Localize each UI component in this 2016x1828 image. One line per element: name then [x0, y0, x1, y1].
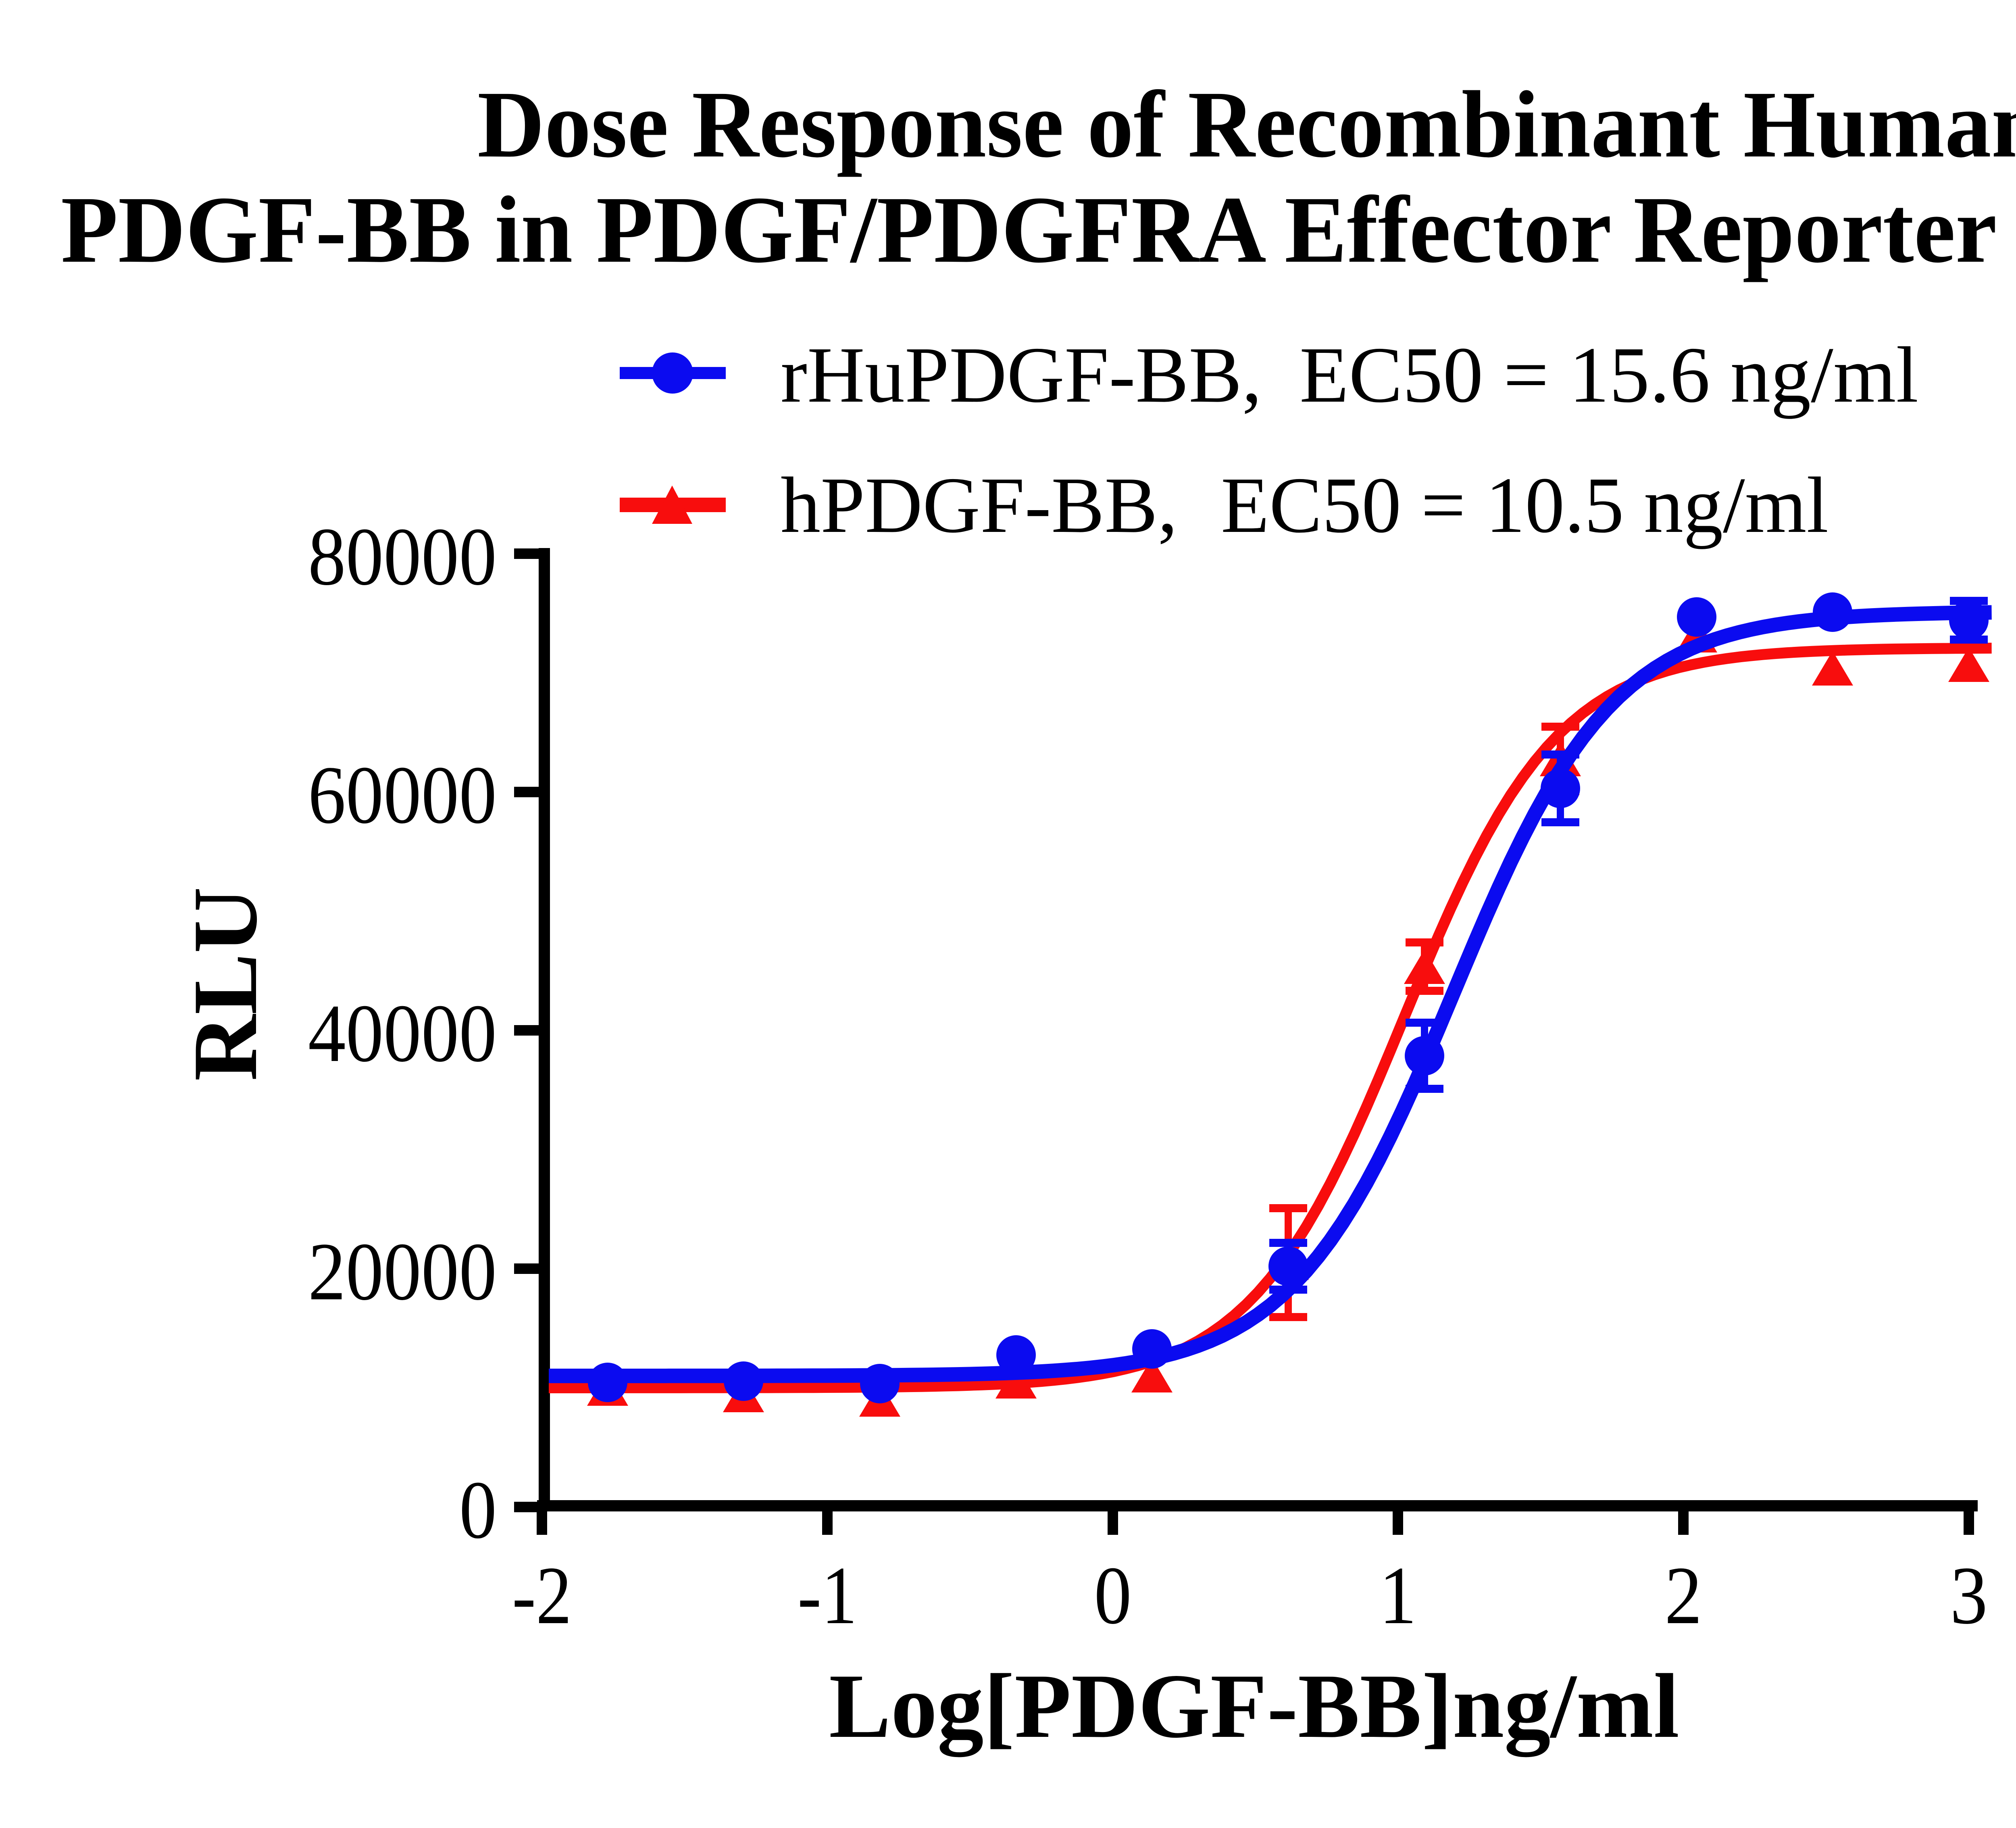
svg-text:0: 0	[1094, 1550, 1132, 1641]
svg-text:3: 3	[1950, 1550, 1988, 1641]
svg-text:80000: 80000	[308, 511, 497, 602]
svg-text:hPDGF-BB,: hPDGF-BB,	[781, 461, 1178, 549]
svg-text:2: 2	[1665, 1550, 1702, 1641]
svg-text:1: 1	[1379, 1550, 1417, 1641]
svg-text:-2: -2	[512, 1550, 572, 1641]
svg-text:rHuPDGF-BB,: rHuPDGF-BB,	[781, 331, 1262, 419]
svg-text:PDGF-BB in PDGF/PDGFRA Effecto: PDGF-BB in PDGF/PDGFRA Effector Reporter…	[61, 177, 2016, 283]
svg-text:20000: 20000	[308, 1226, 497, 1317]
svg-text:0: 0	[459, 1464, 497, 1556]
svg-text:Dose Response of Recombinant H: Dose Response of Recombinant Human	[477, 72, 2016, 177]
svg-text:RLU: RLU	[175, 887, 276, 1081]
svg-text:40000: 40000	[308, 988, 497, 1079]
svg-text:EC50 = 15.6 ng/ml: EC50 = 15.6 ng/ml	[1300, 331, 1918, 419]
svg-text:60000: 60000	[308, 749, 497, 841]
svg-text:EC50 = 10.5 ng/ml: EC50 = 10.5 ng/ml	[1221, 461, 1829, 549]
svg-text:Log[PDGF-BB]ng/ml: Log[PDGF-BB]ng/ml	[829, 1655, 1679, 1757]
svg-text:-1: -1	[798, 1550, 857, 1641]
